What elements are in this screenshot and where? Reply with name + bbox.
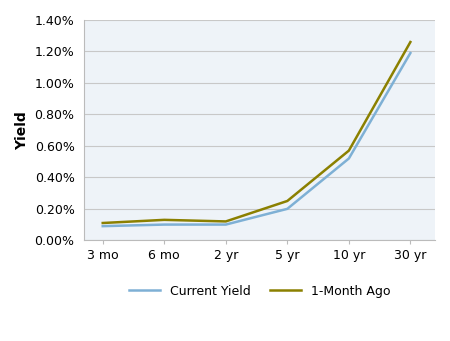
Legend: Current Yield, 1-Month Ago: Current Yield, 1-Month Ago bbox=[124, 280, 396, 302]
Line: Current Yield: Current Yield bbox=[103, 53, 410, 226]
Current Yield bbox=[285, 207, 290, 211]
Current Yield bbox=[162, 223, 167, 227]
1-Month Ago bbox=[408, 40, 413, 44]
Line: 1-Month Ago: 1-Month Ago bbox=[103, 42, 410, 223]
1-Month Ago bbox=[285, 199, 290, 203]
1-Month Ago bbox=[162, 218, 167, 222]
1-Month Ago bbox=[100, 221, 105, 225]
Current Yield bbox=[346, 157, 351, 161]
Y-axis label: Yield: Yield bbox=[15, 111, 29, 150]
Current Yield bbox=[100, 224, 105, 228]
1-Month Ago bbox=[346, 149, 351, 153]
1-Month Ago bbox=[223, 219, 229, 223]
Current Yield bbox=[408, 51, 413, 55]
Current Yield bbox=[223, 223, 229, 227]
